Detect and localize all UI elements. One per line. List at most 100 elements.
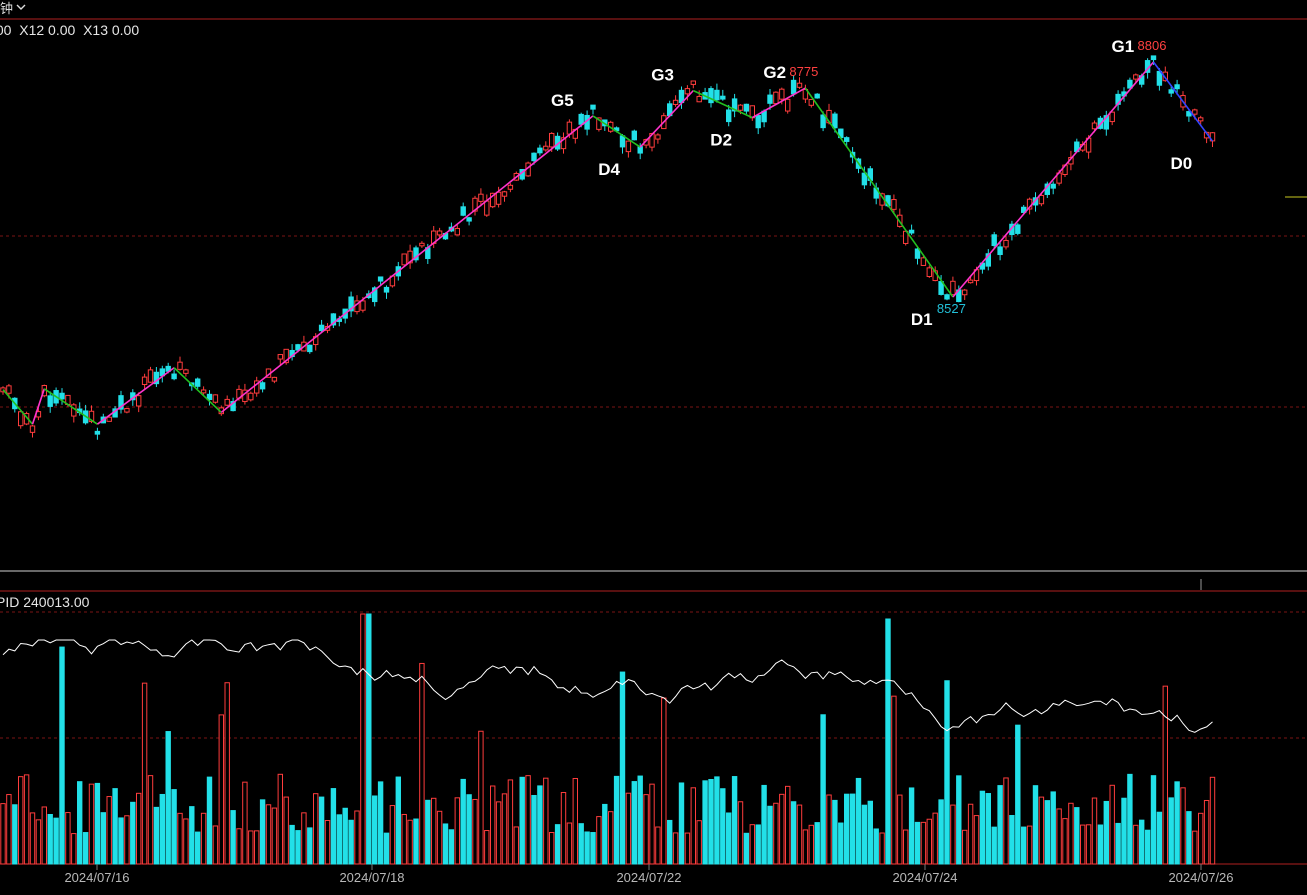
volume-bar — [106, 796, 112, 865]
volume-bar — [165, 731, 171, 865]
price-label-8775: 8775 — [789, 64, 818, 79]
candle-body — [248, 392, 254, 401]
volume-bar — [1044, 800, 1050, 865]
candlesticks — [0, 55, 1216, 440]
x-tick-label: 2024/07/18 — [339, 870, 404, 885]
volume-bar — [956, 775, 962, 865]
volume-bar — [1091, 797, 1098, 865]
candle-body — [1168, 89, 1174, 94]
candle-body — [997, 246, 1003, 256]
candle-body — [383, 286, 390, 293]
volume-bar — [613, 775, 620, 865]
price-label-8806: 8806 — [1138, 38, 1167, 53]
volume-bar — [855, 777, 862, 865]
volume-bar — [377, 781, 384, 865]
candle-body — [767, 94, 773, 104]
volume-bar — [926, 818, 932, 865]
volume-bar — [549, 832, 555, 865]
volume-bar — [985, 793, 991, 865]
zone-label-G1: G1 — [1112, 37, 1135, 56]
candle-body — [271, 376, 278, 382]
volume-bar — [1085, 824, 1092, 865]
volume-bar — [962, 829, 968, 865]
volume-bar — [761, 784, 767, 865]
volume-bar — [867, 800, 873, 865]
candle-body — [1162, 71, 1168, 82]
candle-body — [773, 91, 779, 105]
volume-bar — [472, 798, 478, 865]
candle-body — [543, 145, 549, 151]
volume-bar — [1150, 775, 1157, 865]
zigzag-segment — [592, 115, 641, 148]
volume-bar — [59, 646, 65, 865]
volume-bar — [873, 828, 879, 865]
volume-bar — [1074, 807, 1080, 865]
volume-bar — [973, 815, 980, 865]
volume-bar — [419, 662, 425, 865]
candle-body — [183, 369, 189, 374]
candle-body — [566, 121, 573, 135]
zone-label-G3: G3 — [651, 66, 674, 85]
candle-body — [59, 392, 65, 400]
volume-bar — [1032, 785, 1039, 865]
volume-bar — [808, 824, 814, 865]
candle-body — [908, 229, 915, 234]
volume-bar — [442, 823, 449, 865]
volume-bar — [401, 813, 407, 865]
candle-body — [944, 294, 950, 300]
volume-bar — [289, 824, 295, 865]
candle-body — [785, 98, 791, 112]
volume-bar — [448, 829, 455, 865]
volume-bar — [425, 799, 431, 865]
volume-bar — [35, 819, 42, 865]
volume-bar — [224, 682, 230, 865]
volume-bar — [171, 789, 177, 865]
volume-bar — [543, 777, 549, 865]
volume-bar — [1021, 826, 1027, 865]
volume-bar — [254, 830, 260, 865]
volume-bar — [1050, 791, 1056, 865]
volume-bar — [1209, 776, 1216, 865]
volume-bar — [678, 782, 685, 865]
candle-body — [1150, 55, 1157, 61]
volume-bar — [560, 792, 567, 865]
volume-bar — [655, 826, 661, 865]
volume-bar — [1144, 829, 1151, 865]
candle-body — [1156, 70, 1163, 86]
volume-bar — [1203, 799, 1210, 865]
volume-bar — [938, 799, 944, 865]
candle-body — [985, 253, 991, 267]
volume-bar — [1068, 802, 1074, 865]
volume-bar — [1026, 825, 1033, 865]
candle-body — [991, 234, 997, 247]
volume-bar — [41, 806, 47, 865]
candle-body — [401, 253, 407, 266]
volume-bar — [1097, 824, 1104, 865]
volume-bar — [1056, 808, 1062, 865]
volume-bar — [944, 680, 950, 865]
volume-bar — [153, 806, 160, 865]
period-label[interactable]: 钟 — [0, 1, 13, 16]
zone-label-G2: G2 — [763, 63, 786, 82]
volume-bar — [183, 818, 189, 865]
volume-bar — [785, 785, 791, 865]
candle-body — [796, 82, 803, 88]
chevron-down-icon[interactable] — [16, 4, 26, 10]
candle-body — [277, 354, 284, 360]
candle-body — [637, 146, 643, 154]
candle-body — [1109, 111, 1115, 123]
volume-bar — [779, 793, 785, 865]
volume-bar — [1109, 784, 1115, 865]
candle-body — [708, 88, 714, 104]
candle-body — [1133, 74, 1139, 80]
candle-body — [460, 206, 466, 216]
candle-body — [224, 398, 230, 406]
candle-body — [714, 89, 720, 101]
candle-body — [177, 361, 183, 370]
candle-body — [212, 394, 219, 403]
volume-bar — [407, 819, 413, 865]
candle-body — [195, 378, 201, 387]
volume-bar — [631, 781, 637, 865]
volume-bar — [1174, 781, 1180, 865]
